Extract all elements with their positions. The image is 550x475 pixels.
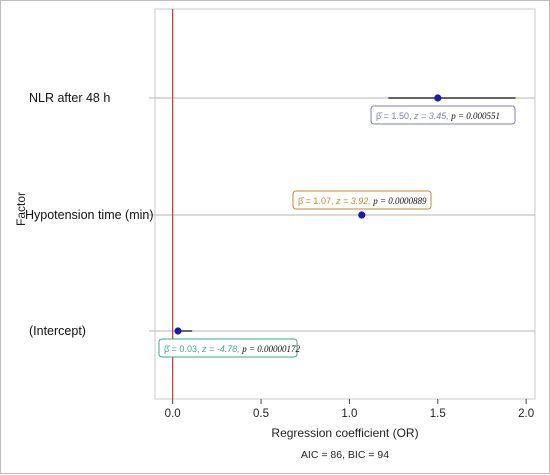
annotation-2: β̂ = 0.03, z = -4.78, p = 0.00000172 (158, 338, 301, 358)
annotation-z-1: z = 3.92, (335, 196, 373, 206)
point-layer (174, 94, 442, 335)
factor-label-layer: NLR after 48 h Hypotension time (min) (Int… (25, 91, 154, 338)
x-tick-label-0: 0.0 (165, 408, 181, 420)
x-axis: 0.0 0.5 1.0 1.5 2.0 (165, 399, 534, 420)
annotation-p-2: p = 0.00000172 (241, 344, 300, 354)
annotation-box-0 (370, 105, 516, 125)
x-axis-label: Regression coefficient (OR) (271, 426, 418, 440)
estimate-point-0 (434, 94, 442, 102)
annotation-text-0: β̂ = 1.50, z = 3.45, p = 0.000551 (376, 111, 500, 121)
x-tick-label-2: 1.0 (341, 408, 357, 420)
annotation-beta-0: β̂ = 1.50, (376, 111, 414, 121)
estimate-point-1 (358, 211, 366, 219)
factor-label-0: NLR after 48 h (29, 91, 110, 105)
annotation-p-1: p = 0.0000889 (372, 196, 427, 206)
x-tick-label-4: 2.0 (518, 408, 534, 420)
annotation-z-0: z = 3.45, (413, 111, 451, 121)
model-fit-footer: AIC = 86, BIC = 94 (301, 449, 389, 461)
y-axis-label: Factor (14, 192, 28, 226)
annotation-beta-2: β̂ = 0.03, (164, 344, 202, 354)
annotation-box-1 (292, 190, 432, 210)
factor-label-1: Hypotension time (min) (25, 208, 154, 222)
factor-label-2: (Intercept) (29, 324, 86, 338)
annotation-box-2 (158, 338, 298, 358)
annotation-1: β̂ = 1.07, z = 3.92, p = 0.0000889 (292, 190, 432, 210)
annotation-0: β̂ = 1.50, z = 3.45, p = 0.000551 (370, 105, 516, 125)
annotation-z-2: z = -4.78, (201, 344, 242, 354)
x-tick-label-3: 1.5 (430, 408, 446, 420)
annotation-text-2: β̂ = 0.03, z = -4.78, p = 0.00000172 (164, 344, 301, 354)
annotation-text-1: β̂ = 1.07, z = 3.92, p = 0.0000889 (298, 196, 427, 206)
annotation-beta-1: β̂ = 1.07, (298, 196, 336, 206)
annotation-p-0: p = 0.000551 (450, 111, 500, 121)
x-tick-label-1: 0.5 (253, 408, 269, 420)
estimate-point-2 (174, 327, 182, 335)
